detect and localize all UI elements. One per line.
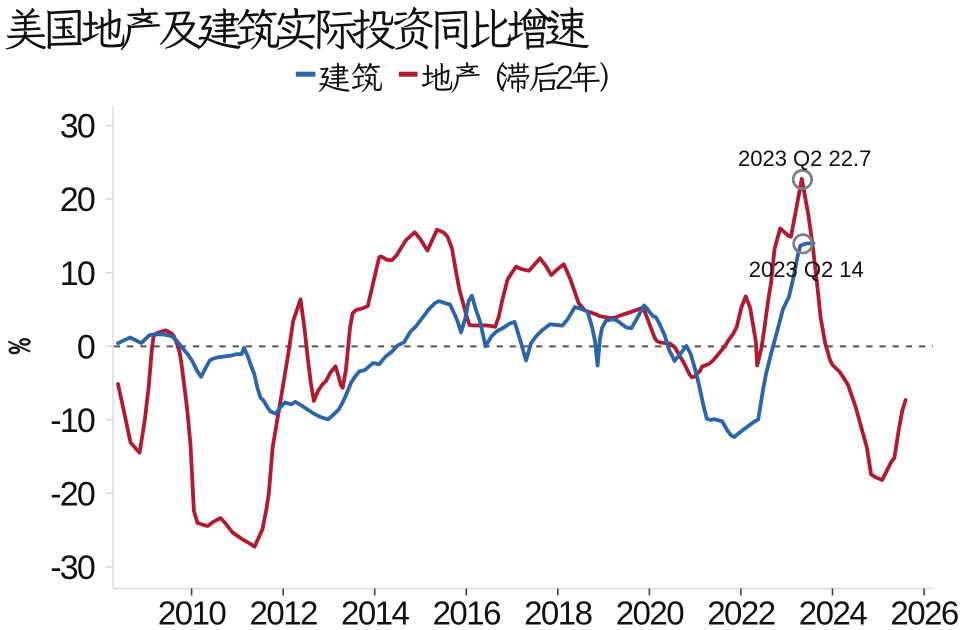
svg-text:2022: 2022: [707, 595, 775, 630]
svg-text:20: 20: [60, 181, 95, 219]
svg-text:2020: 2020: [616, 595, 685, 630]
svg-text:2010: 2010: [158, 595, 227, 630]
svg-text:10: 10: [60, 255, 95, 293]
svg-text:-10: -10: [50, 402, 95, 440]
svg-text:-20: -20: [50, 476, 95, 514]
svg-text:美国地产及建筑实际投资同比增速: 美国地产及建筑实际投资同比增速: [3, 0, 591, 59]
svg-text:2024: 2024: [799, 595, 868, 630]
svg-text:2012: 2012: [249, 595, 317, 630]
svg-text:地产（滞后2年）: 地产（滞后2年）: [420, 56, 631, 99]
svg-text:30: 30: [60, 108, 95, 146]
svg-text:2014: 2014: [341, 595, 410, 630]
svg-text:建筑: 建筑: [318, 56, 384, 99]
svg-text:2023 Q2 14: 2023 Q2 14: [749, 257, 864, 282]
svg-text:2018: 2018: [524, 595, 592, 630]
svg-text:2026: 2026: [890, 595, 958, 630]
svg-text:2016: 2016: [433, 595, 501, 630]
svg-text:0: 0: [77, 328, 95, 366]
svg-text:-30: -30: [50, 549, 95, 587]
svg-text:2023 Q2 22.7: 2023 Q2 22.7: [738, 146, 871, 171]
